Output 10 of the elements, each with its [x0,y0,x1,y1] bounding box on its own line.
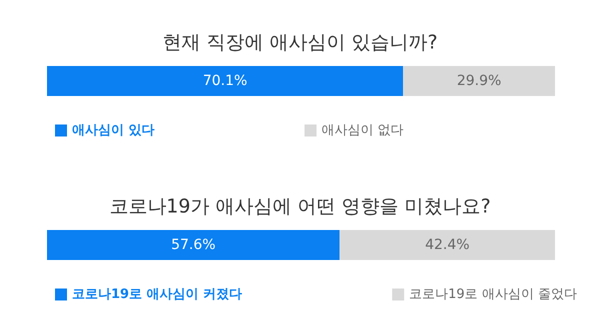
legend-label: 코로나19로 애사심이 줄었다 [409,287,577,302]
data-label: 42.4% [425,237,470,253]
data-label: 70.1% [202,73,248,89]
chart-title: 코로나19가 애사심에 어떤 영향을 미쳤나요? [109,196,491,218]
legend-label: 코로나19로 애사심이 커졌다 [72,287,242,302]
legend-label: 애사심이 있다 [72,123,155,138]
chart-title: 현재 직장에 애사심이 있습니까? [162,32,438,54]
data-label: 29.9% [456,73,502,89]
legend-label: 애사심이 없다 [322,123,404,138]
data-label: 57.6% [171,237,216,253]
